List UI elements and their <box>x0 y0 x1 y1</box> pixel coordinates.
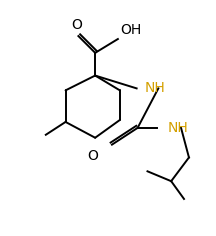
Text: NH: NH <box>145 81 165 95</box>
Text: NH: NH <box>167 121 188 135</box>
Text: OH: OH <box>120 23 141 37</box>
Text: O: O <box>87 149 98 163</box>
Text: O: O <box>71 18 82 32</box>
